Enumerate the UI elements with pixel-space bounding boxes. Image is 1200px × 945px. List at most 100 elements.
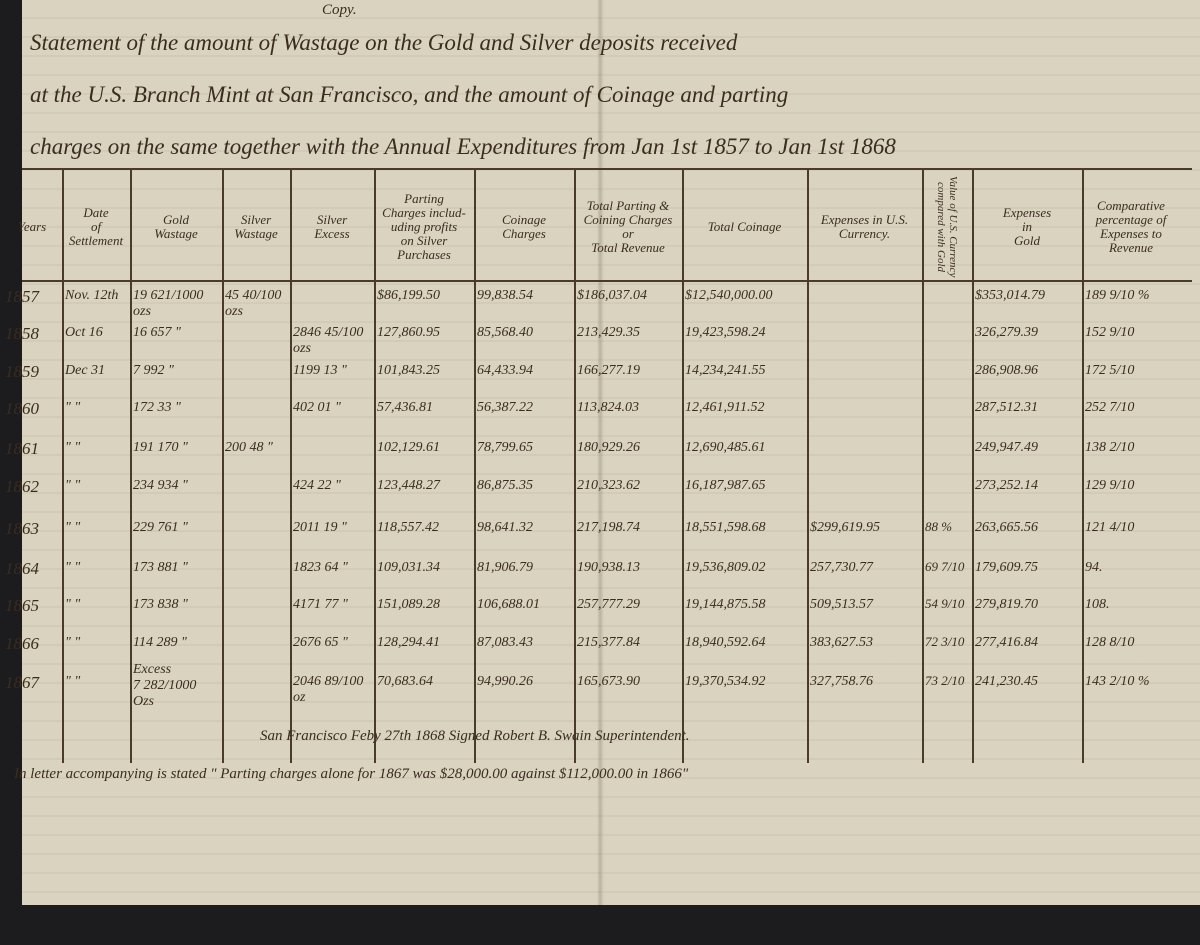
table-cell: 263,665.56: [975, 520, 1038, 535]
table-cell: " ": [65, 478, 81, 493]
table-cell: 191 170 ": [133, 440, 188, 455]
table-cell: 102,129.61: [377, 440, 440, 455]
table-cell: 69 7/10: [925, 559, 965, 574]
table-cell: 18,551,598.68: [685, 520, 766, 535]
table-cell: " ": [65, 560, 81, 575]
table-cell: 70,683.64: [377, 674, 433, 689]
table-cell: 64,433.94: [477, 363, 533, 378]
column-divider: [130, 168, 132, 763]
table-cell: 128,294.41: [377, 635, 440, 650]
column-divider: [682, 168, 684, 763]
table-cell: 121 4/10: [1085, 520, 1135, 535]
table-cell: 56,387.22: [477, 400, 533, 415]
table-cell: 54 9/10: [925, 596, 965, 611]
table-cell: 14,234,241.55: [685, 363, 766, 378]
table-cell: 257,777.29: [577, 597, 640, 612]
table-cell: Dec 31: [65, 363, 106, 378]
table-cell: 2046 89/100 oz: [293, 674, 364, 705]
table-cell: 287,512.31: [975, 400, 1038, 415]
table-cell: 19,144,875.58: [685, 597, 766, 612]
table-cell: 99,838.54: [477, 288, 533, 303]
table-cell: $353,014.79: [975, 288, 1045, 303]
table-cell: 94,990.26: [477, 674, 533, 689]
table-cell: 127,860.95: [377, 325, 440, 340]
column-divider: [222, 168, 224, 763]
row-year: 1866: [5, 634, 39, 653]
table-cell: 165,673.90: [577, 674, 640, 689]
table-top-rule: [22, 168, 1192, 170]
table-cell: 213,429.35: [577, 325, 640, 340]
table-cell: 19,370,534.92: [685, 674, 766, 689]
table-cell: 87,083.43: [477, 635, 533, 650]
column-header: Parting Charges includ- uding profits on…: [382, 191, 466, 262]
title-line-2: at the U.S. Branch Mint at San Francisco…: [30, 82, 789, 107]
table-cell: 88 %: [925, 519, 953, 534]
column-divider: [972, 168, 974, 763]
table-cell: Excess 7 282/1000 Ozs: [133, 662, 197, 709]
table-cell: 173 838 ": [133, 597, 188, 612]
table-cell: 7 992 ": [133, 363, 174, 378]
table-cell: 128 8/10: [1085, 635, 1135, 650]
document-page: Copy. Statement of the amount of Wastage…: [5, 0, 1200, 905]
table-cell: 383,627.53: [810, 635, 873, 650]
column-header: Date of Settlement: [68, 205, 124, 248]
table-cell: 16 657 ": [133, 325, 181, 340]
table-cell: 234 934 ": [133, 478, 188, 493]
row-year: 1857: [5, 287, 39, 306]
table-cell: 286,908.96: [975, 363, 1038, 378]
table-cell: 94.: [1085, 560, 1103, 575]
table-cell: 229 761 ": [133, 520, 188, 535]
column-header: Expenses in U.S. Currency.: [820, 212, 909, 241]
table-cell: 113,824.03: [577, 400, 639, 415]
table-cell: " ": [65, 635, 81, 650]
table-cell: 217,198.74: [577, 520, 640, 535]
row-year: 1859: [5, 362, 39, 381]
table-cell: 249,947.49: [975, 440, 1038, 455]
table-cell: Oct 16: [65, 325, 103, 340]
column-header: Comparative percentage of Expenses to Re…: [1095, 198, 1167, 255]
table-cell: 138 2/10: [1085, 440, 1135, 455]
column-divider: [290, 168, 292, 763]
table-cell: 277,416.84: [975, 635, 1038, 650]
signature-line: San Francisco Feby 27th 1868 Signed Robe…: [260, 728, 690, 744]
table-cell: 327,758.76: [810, 674, 873, 689]
table-cell: 151,089.28: [377, 597, 440, 612]
column-header: Silver Excess: [314, 212, 350, 241]
title-line-3: charges on the same together with the An…: [30, 134, 896, 159]
table-cell: 173 881 ": [133, 560, 188, 575]
table-cell: 241,230.45: [975, 674, 1038, 689]
column-header: Coinage Charges: [501, 212, 547, 241]
column-header: Total Coinage: [707, 219, 782, 234]
table-cell: 19,423,598.24: [685, 325, 766, 340]
column-divider: [807, 168, 809, 763]
column-header: Total Parting & Coining Charges or Total…: [583, 198, 673, 255]
row-year: 1858: [5, 324, 39, 343]
table-cell: 12,461,911.52: [685, 400, 765, 415]
table-cell: 16,187,987.65: [685, 478, 766, 493]
table-cell: 114 289 ": [133, 635, 187, 650]
table-cell: $86,199.50: [377, 288, 440, 303]
table-cell: 86,875.35: [477, 478, 533, 493]
row-year: 1864: [5, 559, 39, 578]
row-year: 1863: [5, 519, 39, 538]
column-header: Years: [17, 219, 47, 234]
header-bottom-rule: [22, 280, 1192, 282]
table-cell: 215,377.84: [577, 635, 640, 650]
table-cell: 257,730.77: [810, 560, 873, 575]
table-cell: 190,938.13: [577, 560, 640, 575]
table-cell: 2846 45/100 ozs: [293, 325, 364, 356]
row-year: 1867: [5, 673, 39, 692]
table-cell: 109,031.34: [377, 560, 440, 575]
row-year: 1865: [5, 596, 39, 615]
table-cell: Nov. 12th: [65, 288, 119, 303]
table-cell: " ": [65, 674, 81, 689]
table-cell: 45 40/100 ozs: [225, 288, 282, 319]
table-cell: 252 7/10: [1085, 400, 1135, 415]
table-cell: $12,540,000.00: [685, 288, 773, 303]
table-cell: " ": [65, 440, 81, 455]
row-year: 1861: [5, 439, 39, 458]
column-divider: [574, 168, 576, 763]
table-cell: 279,819.70: [975, 597, 1038, 612]
table-cell: 326,279.39: [975, 325, 1038, 340]
table-cell: 78,799.65: [477, 440, 533, 455]
